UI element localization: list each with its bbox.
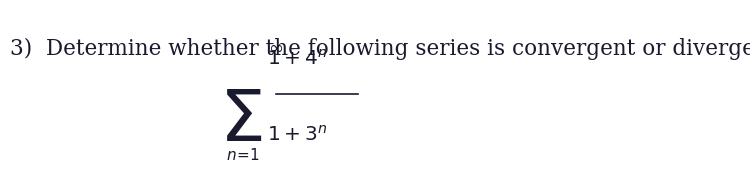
- Text: $\Sigma$: $\Sigma$: [219, 86, 262, 156]
- Text: $1+3^n$: $1+3^n$: [268, 125, 328, 145]
- Text: $1+4^n$: $1+4^n$: [268, 49, 328, 69]
- Text: 3)  Determine whether the following series is convergent or divergent:: 3) Determine whether the following serie…: [10, 38, 750, 60]
- Text: $\infty$: $\infty$: [268, 39, 284, 57]
- Text: $n\!=\!1$: $n\!=\!1$: [226, 147, 260, 163]
